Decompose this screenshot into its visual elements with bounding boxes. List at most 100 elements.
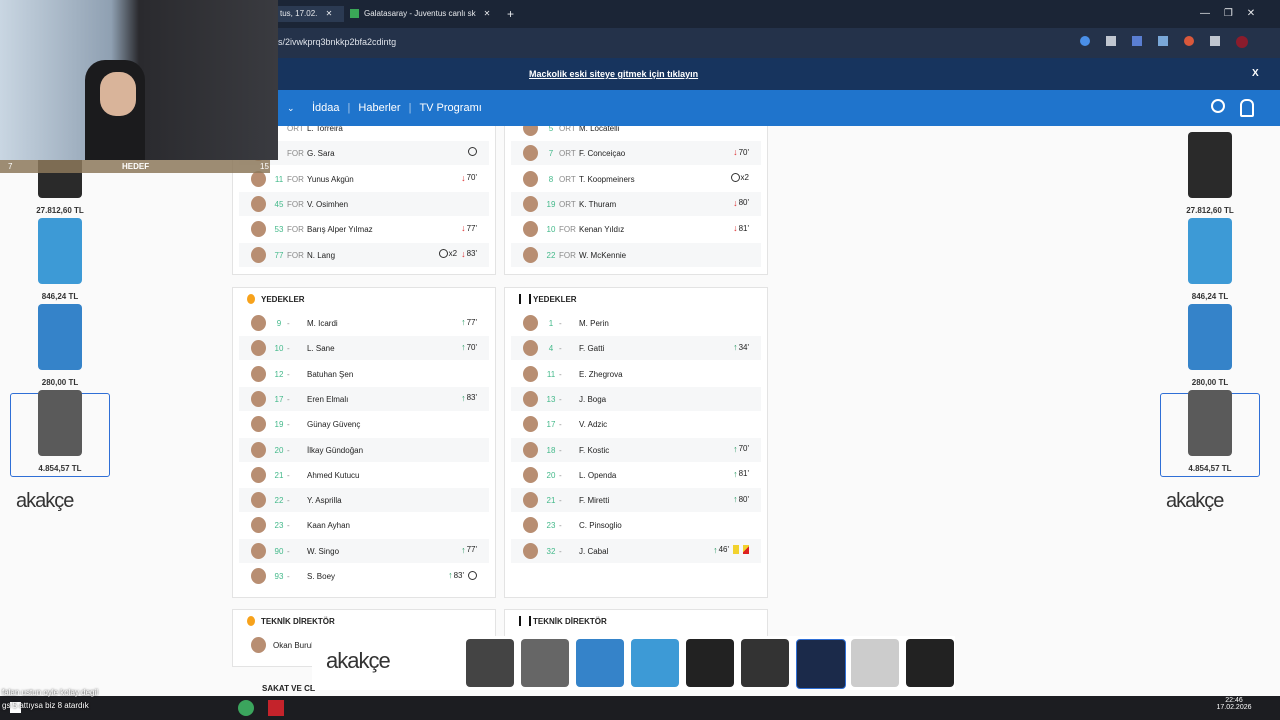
- app-icon[interactable]: [268, 700, 284, 716]
- sub-arrow: ↓: [461, 223, 466, 234]
- url[interactable]: s/2ivwkprq3bnkkp2bfa2cdintg: [278, 37, 397, 47]
- player-position: -: [287, 445, 290, 455]
- ad-price[interactable]: 27.812,60 TL: [36, 206, 84, 215]
- face: [100, 72, 136, 116]
- player-position: ORT: [559, 199, 576, 209]
- new-tab[interactable]: +: [507, 7, 515, 21]
- ad-product[interactable]: [38, 304, 82, 370]
- player-photo: [523, 517, 538, 534]
- player-name: L. Torreira: [307, 124, 343, 133]
- ad-product[interactable]: [851, 639, 899, 687]
- ad-product[interactable]: [1188, 304, 1232, 370]
- player-events: ↓ 70': [733, 147, 749, 157]
- ad-logo[interactable]: akakçe: [16, 490, 74, 512]
- tab-close[interactable]: ✕: [483, 9, 491, 18]
- ad-product[interactable]: [576, 639, 624, 687]
- ad-product[interactable]: [631, 639, 679, 687]
- nav-item[interactable]: TV Programı: [419, 102, 482, 114]
- player-number: 93: [274, 572, 284, 581]
- player-number: 1: [548, 319, 554, 328]
- player-photo: [523, 365, 538, 382]
- player-row: 17- V. Adzic: [511, 412, 761, 436]
- player-name: V. Adzic: [579, 420, 608, 430]
- profile[interactable]: [1236, 36, 1248, 48]
- player-position: -: [559, 420, 562, 430]
- player-name: M. Perin: [579, 319, 609, 328]
- player-position: -: [287, 496, 290, 506]
- ext-icon[interactable]: [1158, 36, 1168, 46]
- team-crest: [247, 294, 255, 304]
- app-icon[interactable]: [238, 700, 254, 716]
- window-controls[interactable]: — ❐ ✕: [1200, 8, 1256, 19]
- player-row: 53 FOR Barış Alper Yılmaz ↓ 77': [239, 217, 489, 241]
- bottom-ad[interactable]: akakçe: [312, 636, 955, 690]
- ad-price[interactable]: 4.854,57 TL: [1188, 464, 1232, 473]
- ad-product[interactable]: [521, 639, 569, 687]
- player-number: 21: [546, 496, 556, 506]
- tab-close[interactable]: ✕: [325, 9, 333, 18]
- ext-icon[interactable]: [1080, 36, 1090, 46]
- ad-price[interactable]: 4.854,57 TL: [38, 464, 82, 473]
- ad-price[interactable]: 27.812,60 TL: [1186, 206, 1234, 215]
- ext-icon[interactable]: [1184, 36, 1194, 46]
- player-row: 12- Batuhan Şen: [239, 362, 489, 386]
- player-row: 77 FOR N. Lang x2 ↓ 83': [239, 242, 489, 267]
- player-photo: [251, 568, 266, 584]
- player-number: 12: [274, 369, 284, 379]
- player-row: 23- Kaan Ayhan: [239, 513, 489, 537]
- ad-product[interactable]: [1188, 218, 1232, 284]
- player-row: 20- İlkay Gündoğan: [239, 437, 489, 462]
- ad-product[interactable]: [796, 639, 846, 689]
- player-events: x2: [730, 172, 749, 182]
- sub-arrow: ↑: [448, 570, 453, 580]
- event: x2: [730, 172, 749, 182]
- ad-product[interactable]: [38, 218, 82, 284]
- ad-price[interactable]: 846,24 TL: [41, 292, 79, 301]
- event: ↑ 34': [733, 342, 749, 352]
- tab[interactable]: tus, 17.02. ✕: [278, 6, 344, 22]
- ad-product[interactable]: [466, 639, 514, 687]
- ad-price[interactable]: 280,00 TL: [41, 378, 79, 387]
- event: [468, 570, 477, 580]
- ad-product[interactable]: [906, 639, 954, 687]
- ad-price[interactable]: 280,00 TL: [1191, 378, 1229, 387]
- banner-close[interactable]: X: [1252, 68, 1259, 79]
- ext-icon[interactable]: [1132, 36, 1142, 46]
- event: [468, 147, 477, 157]
- player-name: Günay Güvenç: [307, 420, 361, 430]
- ad-product[interactable]: [741, 639, 789, 687]
- player-row: 22 FOR W. McKennie: [511, 242, 761, 267]
- ext-icon[interactable]: [1210, 36, 1220, 46]
- player-name: Y. Asprilla: [307, 496, 342, 506]
- clock[interactable]: 22:46 17.02.2026: [1214, 697, 1254, 711]
- event: ↑ 83': [461, 393, 477, 403]
- player-photo: [523, 246, 538, 263]
- tab[interactable]: Galatasaray - Juventus canlı sk ✕: [350, 6, 500, 22]
- nav-item[interactable]: İddaa: [312, 102, 340, 114]
- account[interactable]: [1240, 99, 1254, 117]
- ext-icon[interactable]: [1106, 36, 1116, 46]
- ad-product[interactable]: [1188, 132, 1232, 198]
- player-photo: [251, 517, 266, 534]
- player-name: N. Lang: [307, 250, 336, 260]
- player-row: 11- E. Zhegrova: [511, 362, 761, 386]
- player-name: M. Locatelli: [579, 124, 620, 133]
- event-label: 77': [466, 223, 477, 233]
- ad-price[interactable]: 846,24 TL: [1191, 292, 1229, 301]
- player-name: F. Gatti: [579, 344, 605, 354]
- ad-logo[interactable]: akakçe: [1166, 490, 1224, 512]
- player-photo: [523, 340, 538, 357]
- ad-product[interactable]: [686, 639, 734, 687]
- event-label: 77': [466, 317, 477, 327]
- sub-arrow: ↑: [733, 342, 738, 353]
- goal-icon: [468, 570, 477, 580]
- ad-product[interactable]: [38, 390, 82, 456]
- ad-product[interactable]: [1188, 390, 1232, 456]
- event-label: x2: [740, 172, 749, 182]
- nav-chevron[interactable]: ⌄: [287, 103, 295, 113]
- nav-item[interactable]: Haberler: [358, 102, 401, 114]
- player-position: -: [287, 369, 290, 379]
- search[interactable]: [1211, 99, 1225, 113]
- start[interactable]: [10, 702, 21, 713]
- banner-link[interactable]: Mackolik eski siteye gitmek için tıklayı…: [529, 69, 699, 79]
